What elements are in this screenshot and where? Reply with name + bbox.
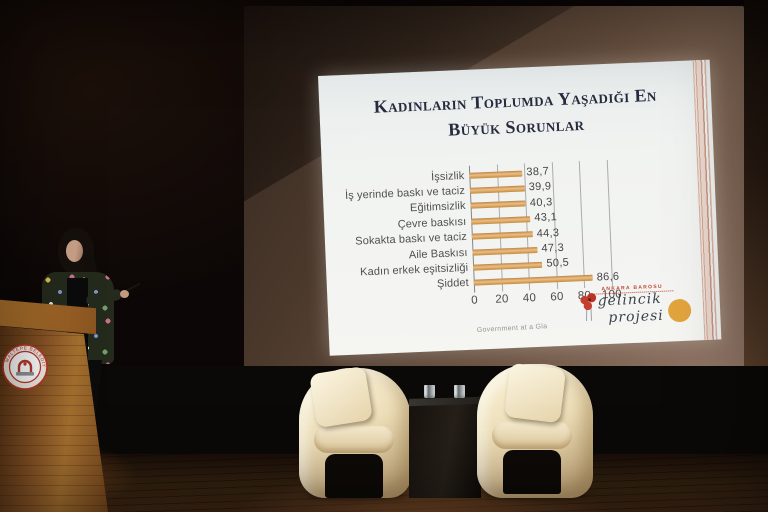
slide: Kadınların Toplumda Yaşadığı En Büyük So… bbox=[318, 59, 722, 356]
presenter-hand bbox=[120, 290, 129, 298]
orange-circle-badge bbox=[667, 298, 692, 323]
bar-chart-rows: İşsizlik 38,7 İş yerinde baskı ve taciz 39,… bbox=[330, 161, 624, 296]
bar-value-label: 40,3 bbox=[529, 196, 553, 210]
armchair-pillow bbox=[503, 362, 567, 424]
bar bbox=[473, 261, 543, 271]
side-table bbox=[409, 385, 481, 498]
pen-icon bbox=[126, 282, 141, 292]
armchair-leg-gap bbox=[503, 450, 561, 494]
podium: MALTEPE BELEDİYESİ bbox=[0, 299, 120, 512]
armchair-leg-gap bbox=[325, 454, 383, 498]
logo-name-line1: gelincik bbox=[597, 290, 662, 310]
poppy-flower-icon bbox=[580, 293, 597, 321]
bar bbox=[469, 185, 525, 194]
bar bbox=[471, 231, 533, 240]
slide-title-line1: Kadınların Toplumda Yaşadığı En bbox=[373, 84, 658, 117]
bar bbox=[472, 246, 538, 256]
bar-value-label: 43,1 bbox=[534, 211, 558, 225]
bar-value-label: 44,3 bbox=[536, 226, 560, 240]
bar-value-label: 86,6 bbox=[596, 270, 620, 284]
bar-value-label: 39,9 bbox=[528, 180, 552, 194]
side-table-top bbox=[409, 396, 481, 407]
x-axis-tick: 0 bbox=[470, 294, 479, 307]
x-axis-tick: 40 bbox=[522, 292, 537, 305]
armchair-seat-cushion bbox=[314, 426, 394, 453]
armchair-right bbox=[477, 362, 593, 498]
water-glass bbox=[424, 385, 435, 398]
municipality-emblem: MALTEPE BELEDİYESİ bbox=[2, 344, 48, 390]
water-glass bbox=[454, 385, 465, 398]
armchair-left bbox=[299, 365, 411, 498]
bar-value-label: 50,5 bbox=[546, 256, 570, 270]
presenter-face bbox=[66, 240, 83, 262]
x-axis-tick: 60 bbox=[550, 290, 564, 304]
bar-value-label: 38,7 bbox=[526, 165, 550, 179]
bar bbox=[473, 275, 593, 286]
bar bbox=[470, 200, 527, 210]
gelincik-logo: ANKARA BAROSU gelincik projesi bbox=[579, 281, 721, 343]
bar-category-label: Şiddet bbox=[436, 277, 470, 291]
slide-title-line2: Büyük Sorunlar bbox=[447, 113, 585, 140]
armchair-seat-cushion bbox=[492, 422, 572, 449]
logo-name-line2: projesi bbox=[608, 307, 665, 327]
armchair-pillow bbox=[309, 365, 373, 429]
bar-value-label: 47,3 bbox=[541, 241, 565, 255]
bar bbox=[471, 215, 531, 225]
projection-screen: Kadınların Toplumda Yaşadığı En Büyük So… bbox=[244, 6, 744, 368]
x-axis-tick: 20 bbox=[495, 293, 509, 306]
slide-title: Kadınların Toplumda Yaşadığı En Büyük So… bbox=[319, 80, 713, 149]
slide-caption: Government at a Gla bbox=[476, 323, 548, 335]
bar bbox=[469, 170, 523, 179]
